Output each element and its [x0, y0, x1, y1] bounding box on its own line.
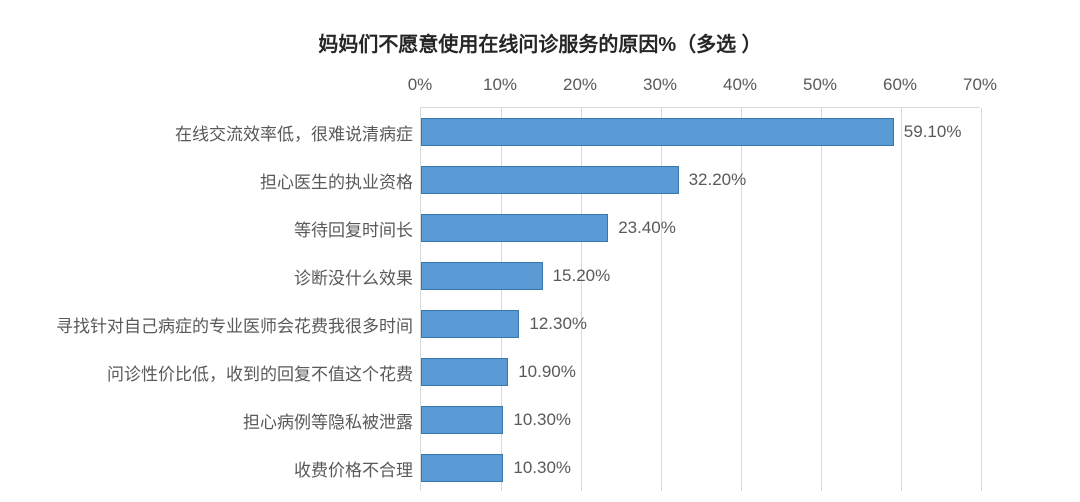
bar-row: 担心病例等隐私被泄露10.30%: [421, 396, 980, 444]
bar: [421, 310, 519, 338]
bar: [421, 262, 543, 290]
x-tick-label: 70%: [963, 75, 997, 95]
category-label: 问诊性价比低，收到的回复不值这个花费: [107, 360, 421, 385]
plot-area: 0%10%20%30%40%50%60%70%在线交流效率低，很难说清病症59.…: [40, 75, 1040, 491]
x-tick-label: 60%: [883, 75, 917, 95]
x-tick-label: 40%: [723, 75, 757, 95]
category-label: 担心医生的执业资格: [260, 168, 421, 193]
category-label: 等待回复时间长: [294, 216, 421, 241]
bar-row: 问诊性价比低，收到的回复不值这个花费10.90%: [421, 348, 980, 396]
bar: [421, 118, 894, 146]
value-label: 10.30%: [513, 458, 571, 478]
chart-container: 妈妈们不愿意使用在线问诊服务的原因%（多选 ） 0% 10% 20% 30% 40% 50…: [0, 0, 1080, 502]
bar-row: 等待回复时间长23.40%: [421, 204, 980, 252]
category-label: 诊断没什么效果: [294, 264, 421, 289]
value-label: 59.10%: [904, 122, 962, 142]
bar-row: 收费价格不合理10.30%: [421, 444, 980, 492]
bar: [421, 214, 608, 242]
bars-area: 在线交流效率低，很难说清病症59.10%担心医生的执业资格32.20%等待回复时…: [420, 107, 980, 491]
bar: [421, 166, 679, 194]
gridline: [981, 108, 982, 491]
x-tick-label: 10%: [483, 75, 517, 95]
category-label: 担心病例等隐私被泄露: [243, 408, 421, 433]
value-label: 12.30%: [529, 314, 587, 334]
bar: [421, 454, 503, 482]
bar-row: 在线交流效率低，很难说清病症59.10%: [421, 108, 980, 156]
category-label: 寻找针对自己病症的专业医师会花费我很多时间: [56, 312, 421, 337]
bar-row: 担心医生的执业资格32.20%: [421, 156, 980, 204]
chart-title: 妈妈们不愿意使用在线问诊服务的原因%（多选 ）: [40, 28, 1040, 57]
x-axis-labels: 0%10%20%30%40%50%60%70%: [420, 75, 980, 99]
category-label: 收费价格不合理: [294, 456, 421, 481]
value-label: 23.40%: [618, 218, 676, 238]
category-label: 在线交流效率低，很难说清病症: [175, 120, 421, 145]
x-tick-label: 0%: [408, 75, 433, 95]
value-label: 15.20%: [553, 266, 611, 286]
bar-row: 寻找针对自己病症的专业医师会花费我很多时间12.30%: [421, 300, 980, 348]
x-tick-label: 50%: [803, 75, 837, 95]
value-label: 10.90%: [518, 362, 576, 382]
bar-row: 诊断没什么效果15.20%: [421, 252, 980, 300]
bar: [421, 358, 508, 386]
x-tick-label: 20%: [563, 75, 597, 95]
value-label: 32.20%: [689, 170, 747, 190]
value-label: 10.30%: [513, 410, 571, 430]
bar: [421, 406, 503, 434]
x-tick-label: 30%: [643, 75, 677, 95]
